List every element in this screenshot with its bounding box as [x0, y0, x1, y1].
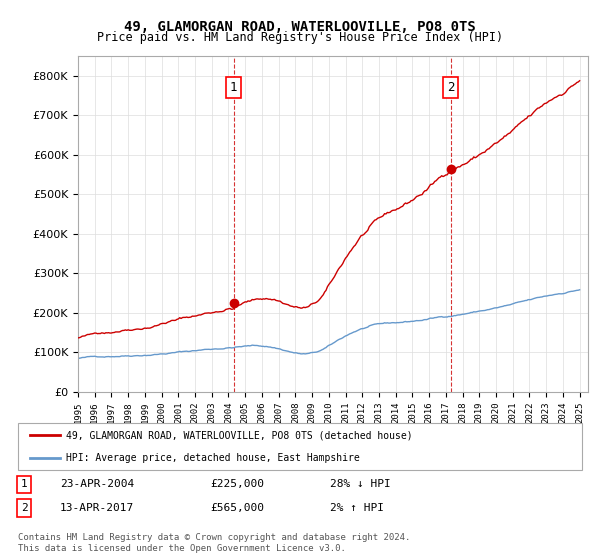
Text: 1: 1: [230, 81, 238, 94]
Text: £565,000: £565,000: [210, 503, 264, 513]
Text: 2: 2: [20, 503, 28, 513]
Text: £225,000: £225,000: [210, 479, 264, 489]
Text: 2: 2: [447, 81, 454, 94]
Text: Contains HM Land Registry data © Crown copyright and database right 2024.
This d: Contains HM Land Registry data © Crown c…: [18, 533, 410, 553]
Text: 49, GLAMORGAN ROAD, WATERLOOVILLE, PO8 0TS (detached house): 49, GLAMORGAN ROAD, WATERLOOVILLE, PO8 0…: [66, 430, 413, 440]
Text: 2% ↑ HPI: 2% ↑ HPI: [330, 503, 384, 513]
Text: 13-APR-2017: 13-APR-2017: [60, 503, 134, 513]
Text: 49, GLAMORGAN ROAD, WATERLOOVILLE, PO8 0TS: 49, GLAMORGAN ROAD, WATERLOOVILLE, PO8 0…: [124, 20, 476, 34]
Text: 23-APR-2004: 23-APR-2004: [60, 479, 134, 489]
Text: 1: 1: [20, 479, 28, 489]
Text: HPI: Average price, detached house, East Hampshire: HPI: Average price, detached house, East…: [66, 452, 360, 463]
Text: Price paid vs. HM Land Registry's House Price Index (HPI): Price paid vs. HM Land Registry's House …: [97, 31, 503, 44]
Text: 28% ↓ HPI: 28% ↓ HPI: [330, 479, 391, 489]
